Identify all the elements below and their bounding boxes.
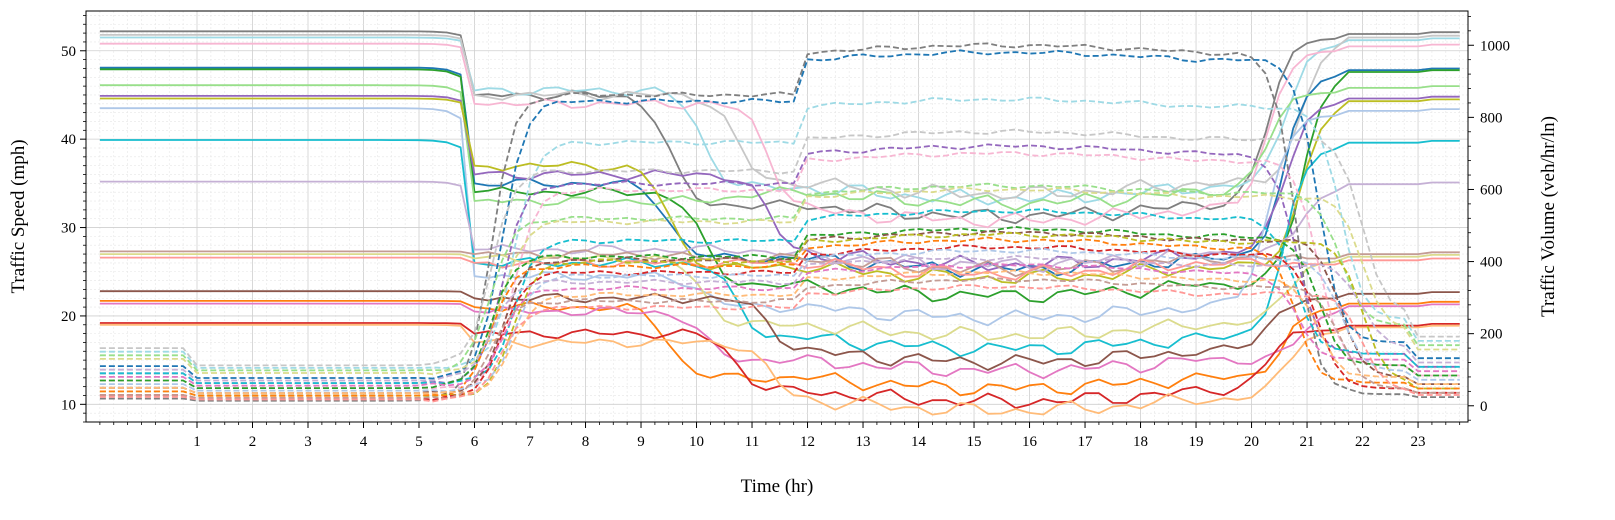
y2-tick-label: 0 [1480, 399, 1488, 415]
speed-series-line [99, 299, 1460, 397]
volume-series-line [99, 49, 1460, 380]
speed-series-line [99, 290, 1460, 371]
x-tick-label: 1 [193, 434, 201, 450]
volume-series-line [99, 276, 1460, 400]
x-tick-label: 5 [415, 434, 423, 450]
speed-series-line [99, 30, 1460, 225]
speed-series-line [99, 323, 1460, 416]
volume-series-line [99, 186, 1460, 376]
y2-tick-label: 400 [1480, 255, 1503, 271]
x-tick-label: 14 [911, 434, 927, 450]
x-tick-label: 23 [1411, 434, 1426, 450]
y-tick-label: 10 [61, 397, 76, 413]
y2-axis-title: Traffic Volume (veh/hr/ln) [1538, 116, 1559, 317]
volume-series-line [99, 236, 1460, 397]
volume-series-line [99, 247, 1460, 393]
y-axis-title: Traffic Speed (mph) [8, 139, 29, 293]
x-tick-label: 10 [689, 434, 704, 450]
x-tick-label: 11 [745, 434, 759, 450]
volume-series-line [99, 263, 1460, 387]
volume-series-line [99, 96, 1460, 369]
speed-series-line [99, 84, 1460, 212]
speed-series-line [99, 34, 1460, 200]
y2-tick-label: 800 [1480, 110, 1503, 126]
y-tick-label: 50 [61, 44, 76, 60]
x-tick-label: 19 [1189, 434, 1204, 450]
plot-frame [85, 10, 1469, 423]
x-tick-label: 2 [249, 434, 257, 450]
x-tick-label: 22 [1355, 434, 1370, 450]
x-tick-label: 20 [1244, 434, 1259, 450]
y2-tick-label: 1000 [1480, 38, 1510, 54]
x-axis-title: Time (hr) [741, 476, 814, 497]
volume-series-line [99, 208, 1460, 385]
volume-series-line [99, 128, 1460, 367]
x-tick-label: 15 [967, 434, 982, 450]
y-tick-label: 40 [61, 132, 76, 148]
y2-tick-label: 200 [1480, 327, 1503, 343]
x-tick-label: 17 [1078, 434, 1094, 450]
x-tick-label: 12 [800, 434, 815, 450]
x-tick-label: 13 [856, 434, 871, 450]
x-tick-label: 6 [471, 434, 479, 450]
volume-series-line [99, 254, 1460, 382]
x-tick-label: 9 [637, 434, 645, 450]
speed-series-line [99, 322, 1460, 409]
x-tick-label: 16 [1022, 434, 1038, 450]
speed-series-line [99, 253, 1460, 341]
x-tick-label: 4 [360, 434, 368, 450]
speed-series-line [99, 36, 1460, 206]
x-tick-label: 3 [304, 434, 312, 450]
volume-series-line [99, 269, 1460, 395]
y-tick-label: 20 [61, 309, 76, 325]
volume-series-line [99, 42, 1460, 402]
axes: 1 2 3 4 5 6 7 8 9 10 11 12 13 14 15 16 17 18 19 20 21 22 23102… [61, 15, 1510, 450]
y-tick-label: 30 [61, 221, 76, 237]
x-tick-label: 8 [582, 434, 590, 450]
volume-series-line [99, 284, 1460, 403]
x-tick-label: 21 [1300, 434, 1315, 450]
speed-series-line [99, 249, 1460, 278]
y2-tick-label: 600 [1480, 182, 1503, 198]
x-tick-label: 7 [526, 434, 534, 450]
speed-series-line [99, 139, 1460, 358]
series-layer [99, 30, 1460, 416]
speed-series-line [99, 107, 1460, 327]
x-tick-label: 18 [1133, 434, 1148, 450]
speed-series-line [99, 302, 1460, 380]
speed-series-line [99, 95, 1460, 272]
